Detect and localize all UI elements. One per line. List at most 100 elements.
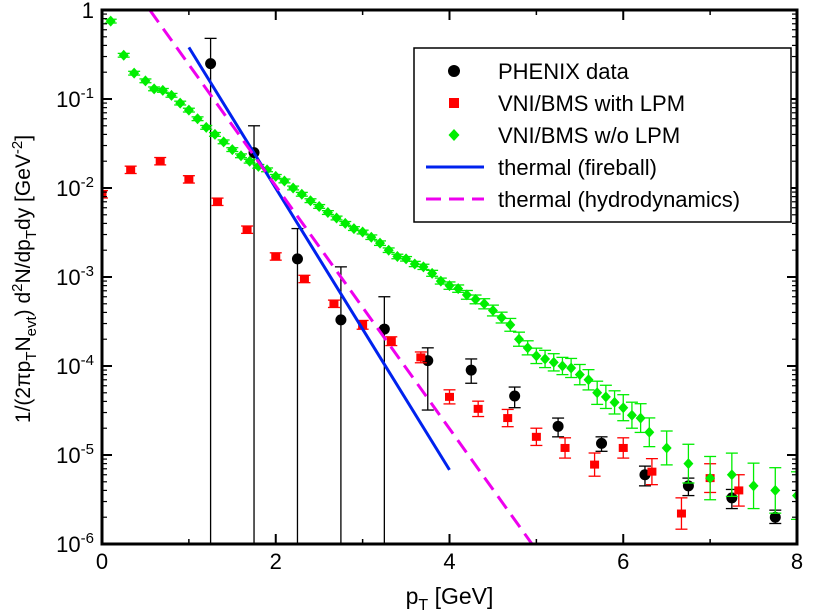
series-line (148, 10, 534, 544)
data-point (299, 274, 309, 283)
data-point (644, 426, 655, 438)
y-axis-label-part: T (23, 352, 40, 361)
y-axis-label-part: evt (23, 316, 40, 337)
data-point (149, 83, 160, 95)
y-tick-base: 10 (56, 354, 80, 379)
data-point (590, 460, 600, 469)
data-point (522, 342, 533, 354)
data-point (596, 437, 608, 449)
data-point (583, 374, 594, 386)
data-point (470, 293, 481, 305)
y-tick-exponent: -2 (81, 174, 94, 191)
data-point (271, 252, 281, 261)
data-point (461, 289, 472, 301)
x-axis-label-part: [GeV] (428, 583, 493, 609)
data-point (129, 67, 140, 79)
data-point (574, 369, 585, 381)
data-point (609, 396, 620, 408)
data-point (548, 356, 559, 368)
data-point (305, 195, 316, 207)
data-point (335, 314, 347, 326)
plot-content (102, 10, 797, 544)
data-point (531, 432, 541, 441)
x-axis-label: pT [GeV] (406, 583, 494, 614)
y-tick-label: 10-3 (56, 263, 94, 290)
data-point (357, 226, 368, 238)
y-tick-exponent: -1 (81, 85, 94, 102)
data-point (375, 237, 385, 249)
legend: PHENIX data VNI/BMS with LPM VNI/BMS w/o L… (413, 47, 792, 223)
data-point (244, 155, 255, 167)
legend-marker (448, 65, 460, 77)
legend-entry: VNI/BMS w/o LPM (448, 123, 680, 148)
data-point (213, 197, 223, 206)
y-tick-label: 10-4 (56, 352, 94, 379)
data-point (503, 414, 513, 423)
y-axis-label-part: ] (12, 135, 35, 141)
legend-box (413, 47, 792, 223)
y-tick-label: 10-6 (56, 530, 94, 557)
data-point (769, 511, 781, 523)
data-point (175, 97, 186, 109)
data-point (592, 387, 603, 399)
data-point (552, 420, 564, 432)
data-point (600, 391, 611, 403)
data-point (205, 58, 217, 70)
data-point (770, 484, 781, 496)
data-point (209, 128, 220, 140)
data-point (444, 280, 455, 292)
data-point (184, 175, 194, 184)
legend-entry: VNI/BMS with LPM (449, 91, 685, 116)
x-tick-label: 0 (96, 549, 108, 574)
data-point (118, 49, 129, 61)
y-axis-label-part: -2 (9, 141, 26, 154)
data-point (618, 402, 629, 414)
series-thermal-hydrodynamics- (148, 10, 534, 544)
data-point (453, 283, 464, 295)
y-axis-label: 1/(2πpTNevt) d2N/dpTdy [GeV-2] (9, 135, 40, 423)
data-point (479, 298, 490, 310)
data-point (531, 350, 542, 362)
y-tick-base: 10 (56, 443, 80, 468)
data-point (383, 244, 394, 256)
legend-entry: PHENIX data (448, 59, 630, 84)
y-tick-label: 1 (82, 0, 94, 23)
data-point (288, 182, 299, 194)
data-point (358, 320, 368, 329)
series-vni-bms-w-o-lpm (104, 15, 797, 521)
data-point (329, 299, 339, 308)
data-point (157, 84, 168, 96)
y-axis-label-part: ) d (12, 292, 35, 317)
data-point (540, 353, 551, 365)
data-point (227, 144, 238, 156)
data-point (331, 212, 342, 224)
data-point (435, 275, 446, 287)
legend-entry: thermal (hydrodynamics) (426, 187, 740, 212)
data-point (514, 333, 524, 345)
data-point (105, 15, 116, 27)
legend-label: thermal (hydrodynamics) (498, 187, 740, 212)
data-point (366, 231, 377, 243)
y-axis-label-part: dy [GeV (12, 154, 35, 230)
legend-label: VNI/BMS w/o LPM (498, 123, 680, 148)
data-point (340, 217, 351, 229)
data-point (647, 467, 657, 476)
data-point (140, 75, 151, 87)
data-point (279, 175, 290, 187)
data-point (183, 104, 194, 116)
data-point (496, 312, 507, 324)
y-tick-label: 10-2 (56, 174, 94, 201)
data-point (418, 261, 429, 273)
y-axis-label-part: T (23, 230, 40, 239)
data-point (386, 337, 396, 346)
data-point (416, 353, 426, 362)
data-point (560, 443, 570, 452)
data-point (218, 136, 229, 148)
data-point (683, 458, 694, 470)
x-tick-label: 4 (443, 549, 455, 574)
y-tick-exponent: -3 (81, 263, 94, 280)
data-point (291, 253, 303, 265)
data-point (201, 121, 212, 133)
